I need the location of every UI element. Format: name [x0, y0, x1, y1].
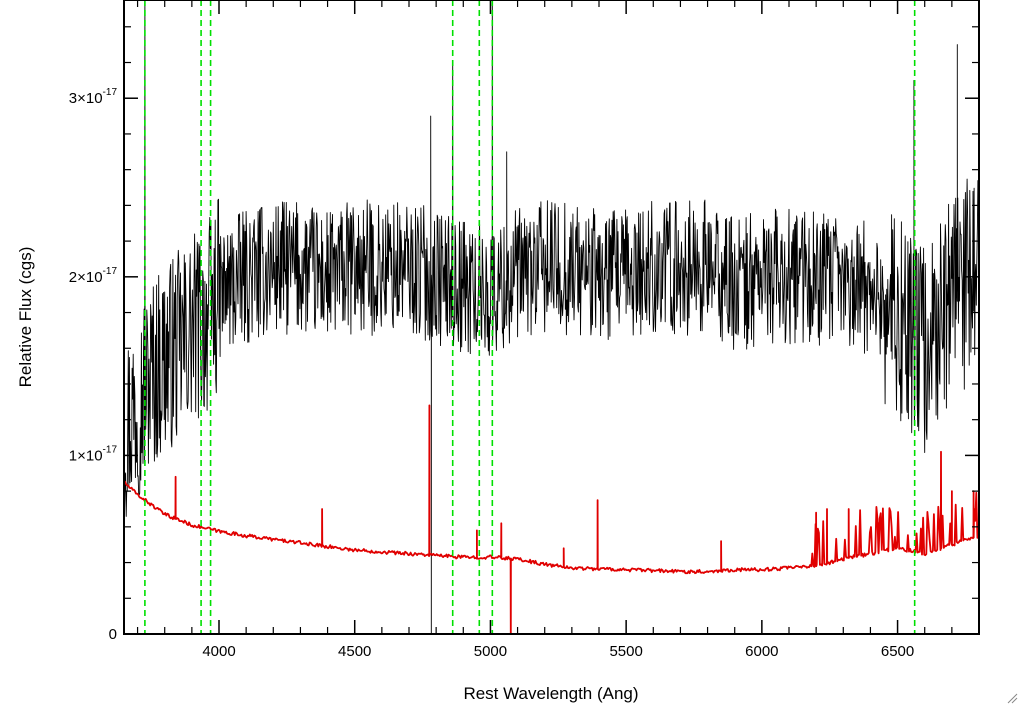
x-tick-labels: 4000 4500 5000 5500 6000 6500 — [202, 643, 914, 660]
x-tick-label: 5500 — [609, 643, 642, 660]
x-axis-title: Rest Wavelength (Ang) — [463, 684, 638, 703]
y-tick-labels: 0 1×10-17 2×10-17 3×10-17 — [69, 87, 118, 643]
x-tick-label: 4000 — [202, 643, 235, 660]
plot-frame — [123, 0, 980, 635]
x-tick-label: 6000 — [745, 643, 778, 660]
x-tick-label: 5000 — [474, 643, 507, 660]
series-1-line — [124, 0, 979, 634]
y-tick-label: 2×10-17 — [69, 266, 118, 286]
y-tick-label: 1×10-17 — [69, 444, 118, 464]
plot-area — [124, 0, 979, 634]
resize-grip-icon[interactable] — [1006, 692, 1018, 704]
axis-ticks — [124, 0, 979, 635]
x-tick-label: 4500 — [338, 643, 371, 660]
series-2-line — [124, 404, 979, 634]
y-tick-label: 0 — [109, 626, 117, 643]
reference-lines — [144, 0, 916, 634]
x-tick-label: 6500 — [881, 643, 914, 660]
y-axis-title: Relative Flux (cgs) — [16, 247, 35, 388]
series-layer — [124, 0, 979, 634]
y-tick-label: 3×10-17 — [69, 87, 118, 107]
